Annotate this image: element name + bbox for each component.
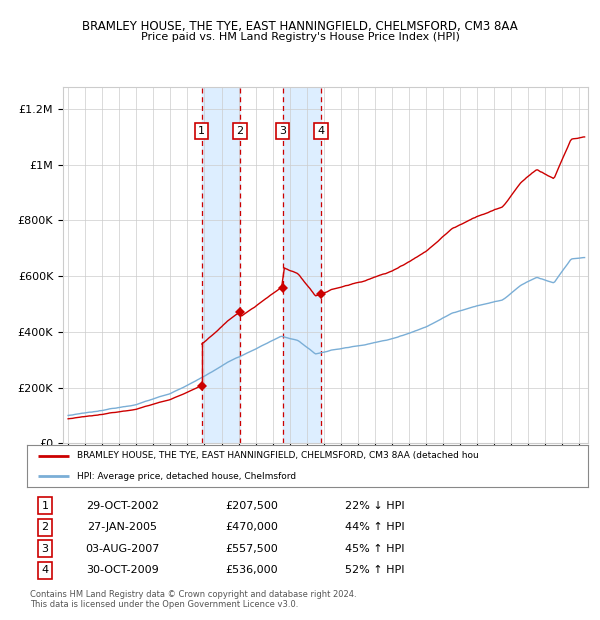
Text: £207,500: £207,500	[225, 500, 278, 511]
Text: £470,000: £470,000	[225, 522, 278, 532]
Text: 2: 2	[41, 522, 49, 532]
Text: 27-JAN-2005: 27-JAN-2005	[88, 522, 157, 532]
Text: 45% ↑ HPI: 45% ↑ HPI	[345, 544, 404, 554]
Text: 52% ↑ HPI: 52% ↑ HPI	[345, 565, 404, 575]
Text: BRAMLEY HOUSE, THE TYE, EAST HANNINGFIELD, CHELMSFORD, CM3 8AA: BRAMLEY HOUSE, THE TYE, EAST HANNINGFIEL…	[82, 20, 518, 33]
Text: Price paid vs. HM Land Registry's House Price Index (HPI): Price paid vs. HM Land Registry's House …	[140, 32, 460, 42]
Text: 1: 1	[41, 500, 49, 511]
Text: Contains HM Land Registry data © Crown copyright and database right 2024.: Contains HM Land Registry data © Crown c…	[30, 590, 356, 600]
Text: 29-OCT-2002: 29-OCT-2002	[86, 500, 159, 511]
Text: BRAMLEY HOUSE, THE TYE, EAST HANNINGFIELD, CHELMSFORD, CM3 8AA (detached hou: BRAMLEY HOUSE, THE TYE, EAST HANNINGFIEL…	[77, 451, 479, 461]
Text: 1: 1	[198, 126, 205, 136]
Bar	[202, 87, 240, 443]
Text: £557,500: £557,500	[225, 544, 278, 554]
Text: 2: 2	[236, 126, 244, 136]
Text: 4: 4	[41, 565, 49, 575]
Text: 22% ↓ HPI: 22% ↓ HPI	[345, 500, 404, 511]
Text: 3: 3	[279, 126, 286, 136]
Text: 30-OCT-2009: 30-OCT-2009	[86, 565, 159, 575]
Text: This data is licensed under the Open Government Licence v3.0.: This data is licensed under the Open Gov…	[30, 600, 298, 609]
Text: 03-AUG-2007: 03-AUG-2007	[85, 544, 160, 554]
Text: £536,000: £536,000	[225, 565, 278, 575]
Text: HPI: Average price, detached house, Chelmsford: HPI: Average price, detached house, Chel…	[77, 472, 296, 480]
Text: 3: 3	[41, 544, 49, 554]
Bar	[283, 87, 321, 443]
Text: 4: 4	[317, 126, 325, 136]
Text: 44% ↑ HPI: 44% ↑ HPI	[345, 522, 404, 532]
